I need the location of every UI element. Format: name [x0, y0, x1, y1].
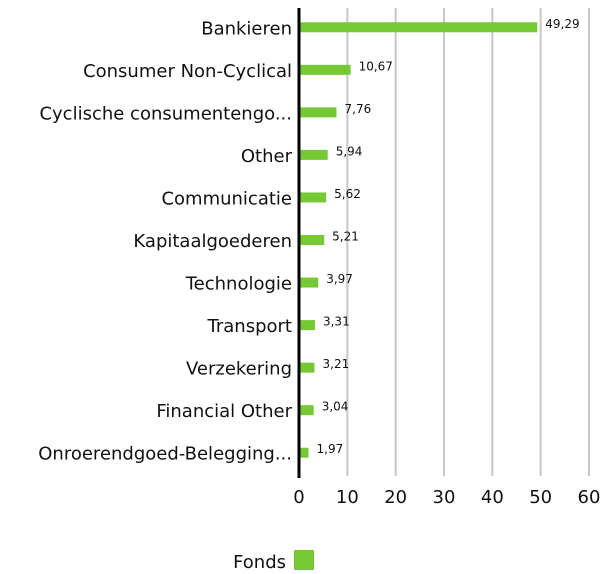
- bar: [299, 277, 319, 288]
- bar: [299, 235, 325, 245]
- y-tick-label: Financial Other: [156, 401, 292, 422]
- legend-swatch: [294, 550, 314, 570]
- bar: [299, 362, 315, 373]
- y-tick-label: Communicatie: [161, 188, 292, 209]
- value-label: 10,67: [359, 59, 393, 73]
- x-tick-label: 30: [433, 487, 456, 508]
- y-tick-label: Kapitaalgoederen: [133, 231, 292, 252]
- y-tick-label: Other: [241, 146, 293, 167]
- bar: [299, 149, 328, 160]
- value-label: 49,29: [545, 17, 579, 31]
- x-tick-label: 10: [336, 487, 359, 508]
- value-label: 3,21: [323, 357, 350, 371]
- y-tick-label: Consumer Non-Cyclical: [83, 61, 292, 82]
- bar: [299, 107, 337, 118]
- y-tick-label: Technologie: [185, 274, 292, 295]
- y-tick-label: Verzekering: [186, 359, 292, 380]
- x-tick-label: 20: [384, 487, 407, 508]
- value-label: 3,97: [326, 272, 353, 286]
- value-label: 3,31: [323, 315, 350, 329]
- y-tick-label: Cyclische consumentengo...: [39, 103, 292, 124]
- value-label: 1,97: [317, 442, 344, 456]
- y-tick-label: Transport: [207, 316, 292, 337]
- value-label: 5,62: [334, 187, 361, 201]
- bar: [299, 192, 327, 203]
- legend-label: Fonds: [233, 552, 286, 573]
- value-label: 7,76: [345, 102, 372, 116]
- value-label: 5,21: [332, 230, 359, 244]
- bar: [299, 64, 351, 75]
- bar: [299, 405, 314, 416]
- y-tick-label: Onroerendgoed-Belegging...: [38, 444, 292, 465]
- x-tick-label: 40: [481, 487, 504, 508]
- value-label: 3,04: [322, 400, 349, 414]
- x-tick-label: 50: [529, 487, 552, 508]
- bar: [299, 22, 538, 33]
- bar: [299, 320, 315, 331]
- bar: [299, 447, 309, 458]
- x-tick-label: 0: [293, 487, 304, 508]
- value-label: 5,94: [336, 144, 363, 158]
- x-tick-label: 60: [578, 487, 601, 508]
- y-tick-label: Bankieren: [201, 18, 292, 39]
